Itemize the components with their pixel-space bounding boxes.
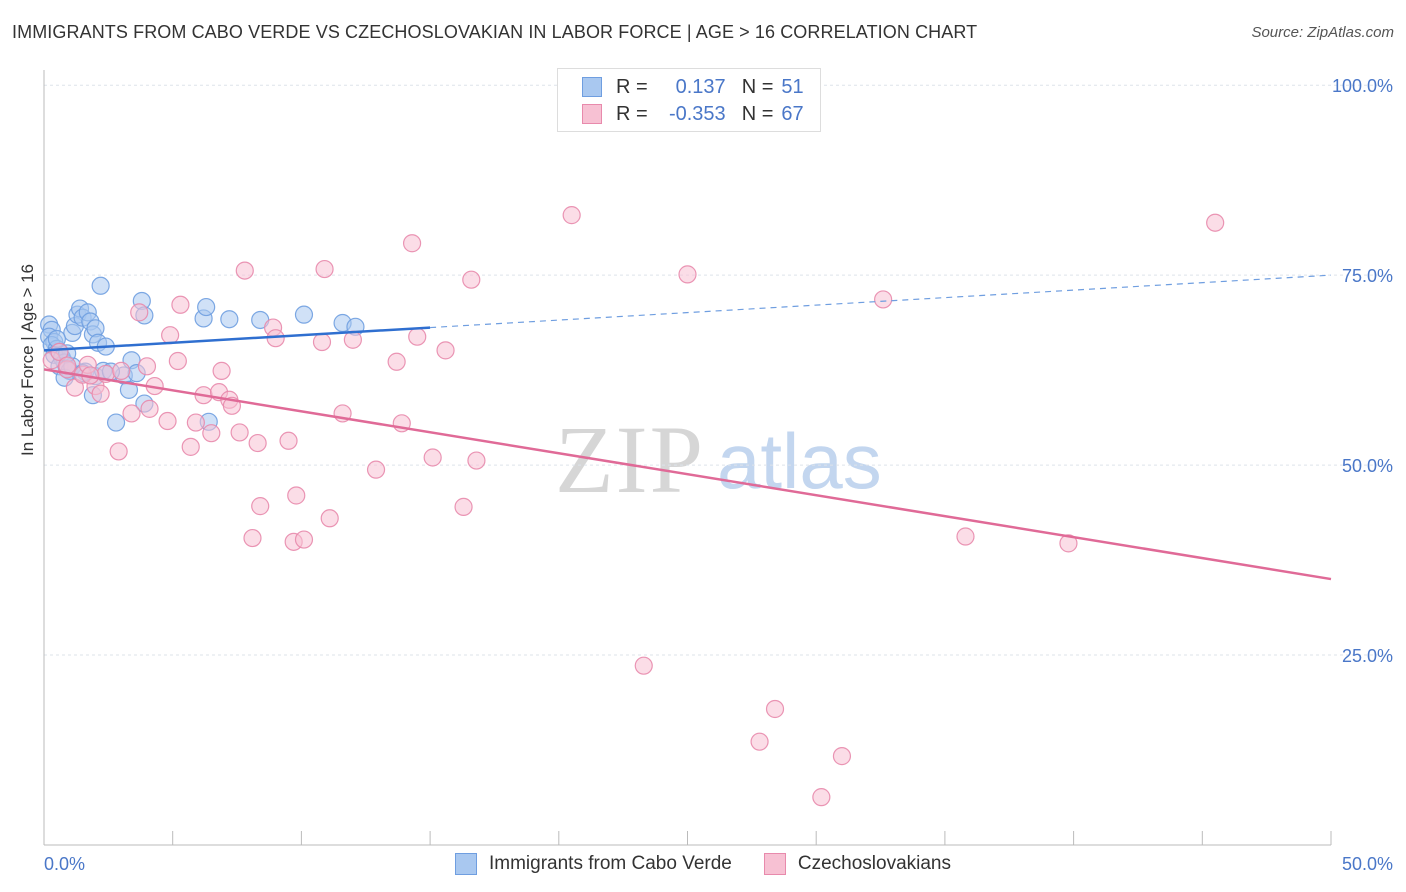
data-point-czechoslovakian xyxy=(832,747,852,766)
series-legend: Immigrants from Cabo Verde Czechoslovaki… xyxy=(0,852,1406,876)
data-point-czechoslovakian xyxy=(454,497,473,516)
chart-title: IMMIGRANTS FROM CABO VERDE VS CZECHOSLOV… xyxy=(12,22,978,42)
data-point-czechoslovakian xyxy=(436,341,455,360)
legend-r-value: 0.137 xyxy=(675,75,726,98)
series-name: Immigrants from Cabo Verde xyxy=(488,853,732,874)
series-legend-item-cabo-verde: Immigrants from Cabo Verde xyxy=(454,853,732,875)
data-point-czechoslovakian xyxy=(109,442,128,461)
data-point-czechoslovakian xyxy=(874,290,893,309)
watermark-zip: ZIP xyxy=(555,406,705,513)
data-point-czechoslovakian xyxy=(181,437,200,456)
legend-n-value: 67 xyxy=(781,102,804,125)
data-point-czechoslovakian xyxy=(140,399,159,418)
data-point-czechoslovakian xyxy=(122,404,141,423)
data-point-czechoslovakian xyxy=(315,259,334,279)
legend-row-cabo-verde: R = 0.137 N = 51 xyxy=(582,74,804,100)
legend-n-value: 51 xyxy=(781,75,804,98)
trendline-czechoslovakian xyxy=(43,368,1332,581)
data-point-czechoslovakian xyxy=(1059,534,1078,553)
legend-row-czechoslovakians: R = -0.353 N = 67 xyxy=(582,101,804,127)
data-point-czechoslovakian xyxy=(812,788,831,807)
y-axis-label: In Labor Force | Age > 16 xyxy=(18,263,37,456)
data-point-cabo-verde xyxy=(91,276,110,295)
trendline-cabo-verde xyxy=(43,326,431,352)
data-point-czechoslovakian xyxy=(243,528,262,548)
legend-r-value: -0.353 xyxy=(668,102,726,125)
data-point-czechoslovakian xyxy=(168,351,187,371)
data-point-czechoslovakian xyxy=(112,361,131,380)
data-point-czechoslovakian xyxy=(750,732,769,751)
data-point-czechoslovakian xyxy=(678,265,697,284)
data-point-czechoslovakian xyxy=(287,486,306,505)
legend-r-label: R = xyxy=(616,102,648,125)
data-point-czechoslovakian xyxy=(765,699,785,719)
data-point-czechoslovakian xyxy=(562,206,581,225)
data-point-cabo-verde xyxy=(294,305,314,324)
data-point-czechoslovakian xyxy=(634,656,653,675)
data-point-czechoslovakian xyxy=(251,497,270,516)
data-point-czechoslovakian xyxy=(248,433,267,453)
data-point-czechoslovakian xyxy=(366,460,386,479)
data-point-czechoslovakian xyxy=(130,303,149,322)
y-tick-label: 25.0% xyxy=(1342,646,1393,666)
data-point-czechoslovakian xyxy=(462,270,481,289)
data-point-czechoslovakian xyxy=(137,357,157,376)
data-point-cabo-verde xyxy=(119,380,139,399)
legend-n-label: N = xyxy=(741,75,774,98)
legend-r-label: R = xyxy=(616,75,648,98)
data-point-czechoslovakian xyxy=(343,330,362,349)
data-point-czechoslovakian xyxy=(312,332,332,352)
watermark-atlas: atlas xyxy=(717,417,882,505)
data-point-czechoslovakian xyxy=(1206,213,1225,232)
data-point-czechoslovakian xyxy=(212,361,231,380)
data-point-cabo-verde xyxy=(106,413,126,432)
y-tick-label: 50.0% xyxy=(1342,456,1393,476)
legend-swatch-blue xyxy=(582,77,602,97)
series-swatch-blue xyxy=(454,853,477,875)
correlation-legend: R = 0.137 N = 51 R = -0.353 N = 67 xyxy=(557,68,821,132)
data-point-czechoslovakian xyxy=(235,261,254,280)
source-label: Source: ZipAtlas.com xyxy=(1251,24,1394,41)
data-point-czechoslovakian xyxy=(186,413,205,432)
series-name: Czechoslovakians xyxy=(797,853,951,874)
data-point-cabo-verde xyxy=(197,297,216,317)
y-tick-label: 100.0% xyxy=(1332,76,1393,96)
data-point-czechoslovakian xyxy=(467,451,486,470)
data-point-czechoslovakian xyxy=(230,423,249,442)
data-point-czechoslovakian xyxy=(158,411,177,431)
series-legend-item-czechoslovakians: Czechoslovakians xyxy=(763,853,951,875)
data-point-czechoslovakian xyxy=(161,326,180,345)
data-point-czechoslovakian xyxy=(387,352,406,371)
x-tick-label: 50.0% xyxy=(1342,854,1393,874)
data-point-cabo-verde xyxy=(220,310,239,329)
x-tick-label: 0.0% xyxy=(44,854,85,874)
data-point-czechoslovakian xyxy=(402,234,422,253)
legend-n-label: N = xyxy=(741,102,774,125)
data-point-czechoslovakian xyxy=(408,327,427,346)
data-point-czechoslovakian xyxy=(202,424,221,443)
data-point-czechoslovakian xyxy=(294,530,314,549)
data-point-czechoslovakian xyxy=(423,448,442,467)
data-point-czechoslovakian xyxy=(171,295,190,314)
data-point-czechoslovakian xyxy=(956,527,975,546)
y-tick-label: 75.0% xyxy=(1342,266,1393,286)
data-point-czechoslovakian xyxy=(320,509,339,528)
trendline-cabo-verde-extension xyxy=(430,274,1332,329)
legend-swatch-pink xyxy=(582,104,602,124)
series-swatch-pink xyxy=(763,853,786,875)
data-point-czechoslovakian xyxy=(91,384,110,403)
data-point-czechoslovakian xyxy=(279,431,298,450)
data-point-czechoslovakian xyxy=(50,342,69,361)
